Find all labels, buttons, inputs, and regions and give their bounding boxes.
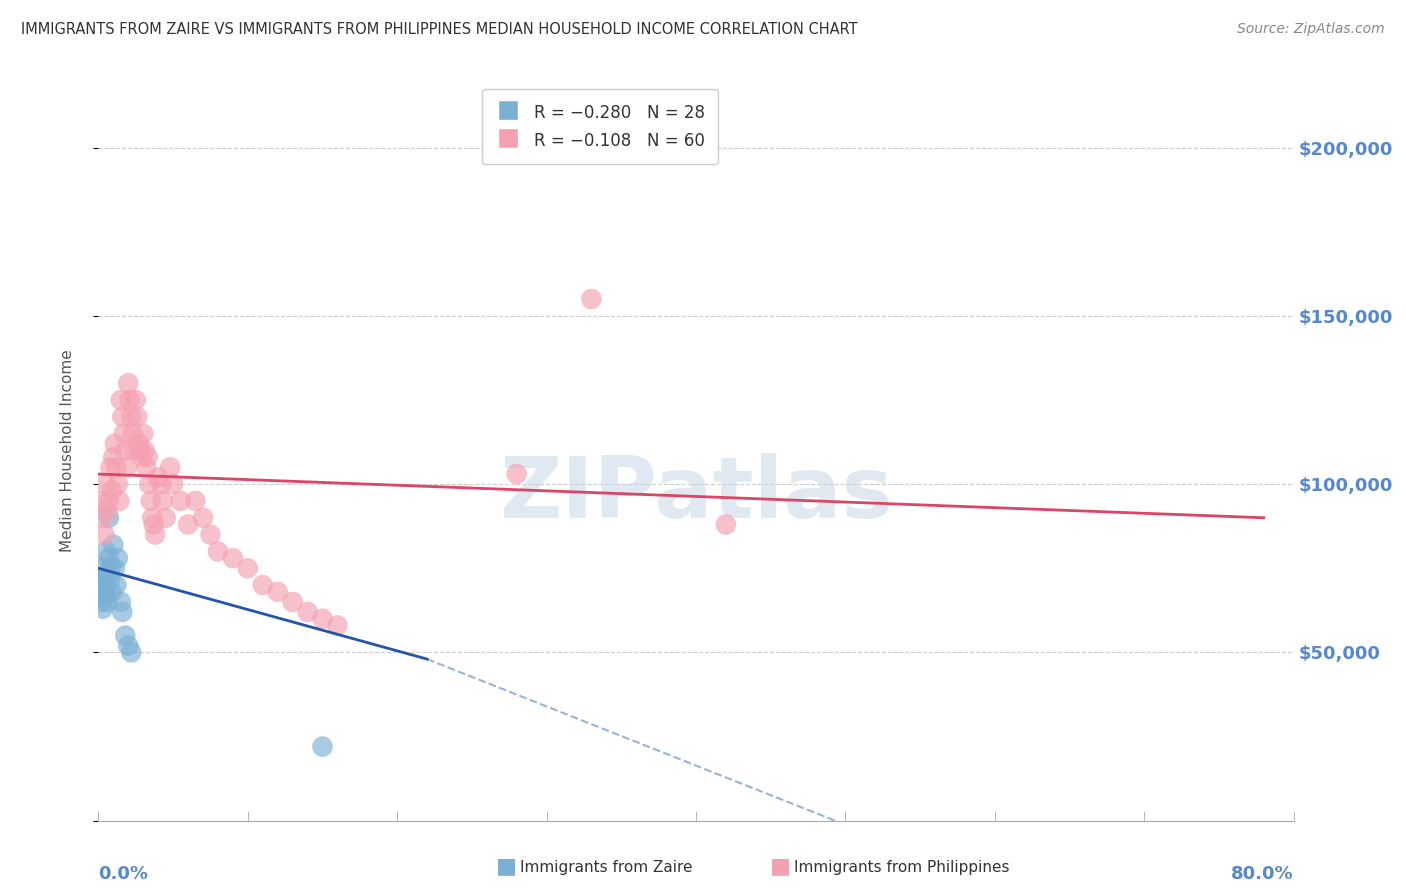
Y-axis label: Median Household Income: Median Household Income [60, 349, 75, 552]
Point [152, 494, 174, 508]
Text: IMMIGRANTS FROM ZAIRE VS IMMIGRANTS FROM PHILIPPINES MEDIAN HOUSEHOLD INCOME COR: IMMIGRANTS FROM ZAIRE VS IMMIGRANTS FROM… [21, 22, 858, 37]
Point [91, 584, 114, 599]
Point [125, 392, 148, 407]
Point [281, 595, 304, 609]
Point [111, 605, 134, 619]
Text: ZIPatlas: ZIPatlas [499, 453, 893, 536]
Point [115, 460, 138, 475]
Point [134, 443, 156, 458]
Point [97, 494, 120, 508]
Point [142, 517, 165, 532]
Point [103, 450, 125, 465]
Point [90, 494, 112, 508]
Point [91, 510, 114, 524]
Text: ■: ■ [770, 856, 790, 876]
Point [96, 568, 118, 582]
Point [98, 460, 122, 475]
Point [143, 527, 166, 541]
Point [89, 571, 111, 585]
Point [150, 477, 173, 491]
Point [94, 544, 117, 558]
Point [159, 460, 181, 475]
Point [93, 571, 115, 585]
Point [120, 645, 142, 659]
Point [90, 595, 112, 609]
Point [97, 510, 120, 524]
Point [155, 510, 177, 524]
Point [127, 409, 149, 424]
Point [128, 436, 150, 450]
Point [114, 628, 136, 642]
Point [714, 517, 737, 532]
Point [105, 460, 128, 475]
Point [131, 450, 153, 465]
Point [91, 561, 114, 575]
Point [107, 551, 129, 566]
Point [184, 494, 207, 508]
Point [94, 584, 117, 599]
Point [169, 494, 191, 508]
Point [91, 601, 114, 615]
Point [110, 595, 132, 609]
Point [108, 494, 131, 508]
Point [89, 584, 111, 599]
Point [252, 578, 274, 592]
Point [121, 426, 143, 441]
Point [96, 504, 118, 518]
Point [326, 618, 349, 632]
Point [104, 436, 127, 450]
Point [90, 578, 112, 592]
Point [177, 517, 200, 532]
Point [139, 494, 162, 508]
Point [138, 477, 160, 491]
Point [103, 538, 125, 552]
Point [117, 639, 139, 653]
Point [162, 477, 184, 491]
Point [107, 477, 129, 491]
Text: Immigrants from Zaire: Immigrants from Zaire [520, 861, 693, 875]
Point [98, 561, 122, 575]
Point [114, 443, 136, 458]
Point [124, 443, 146, 458]
Point [96, 595, 118, 609]
Legend: R = −0.280   N = 28, R = −0.108   N = 60: R = −0.280 N = 28, R = −0.108 N = 60 [482, 88, 718, 164]
Point [135, 460, 157, 475]
Point [112, 426, 135, 441]
Point [117, 376, 139, 391]
Text: ■: ■ [496, 856, 516, 876]
Point [132, 426, 155, 441]
Text: 0.0%: 0.0% [98, 865, 149, 883]
Text: 80.0%: 80.0% [1230, 865, 1294, 883]
Point [97, 551, 120, 566]
Point [207, 544, 229, 558]
Point [267, 584, 290, 599]
Point [101, 584, 124, 599]
Point [191, 510, 214, 524]
Point [129, 443, 152, 458]
Text: Source: ZipAtlas.com: Source: ZipAtlas.com [1237, 22, 1385, 37]
Point [311, 612, 333, 626]
Point [98, 571, 122, 585]
Point [111, 409, 134, 424]
Point [93, 527, 115, 541]
Point [236, 561, 259, 575]
Point [148, 470, 170, 484]
Point [136, 450, 159, 465]
Point [94, 477, 117, 491]
Point [311, 739, 333, 754]
Point [93, 588, 115, 602]
Point [581, 292, 603, 306]
Point [118, 392, 141, 407]
Point [506, 467, 529, 481]
Point [105, 578, 128, 592]
Point [104, 561, 127, 575]
Point [120, 409, 142, 424]
Text: Immigrants from Philippines: Immigrants from Philippines [794, 861, 1010, 875]
Point [101, 483, 124, 498]
Point [141, 510, 163, 524]
Point [297, 605, 319, 619]
Point [222, 551, 245, 566]
Point [200, 527, 222, 541]
Point [110, 392, 132, 407]
